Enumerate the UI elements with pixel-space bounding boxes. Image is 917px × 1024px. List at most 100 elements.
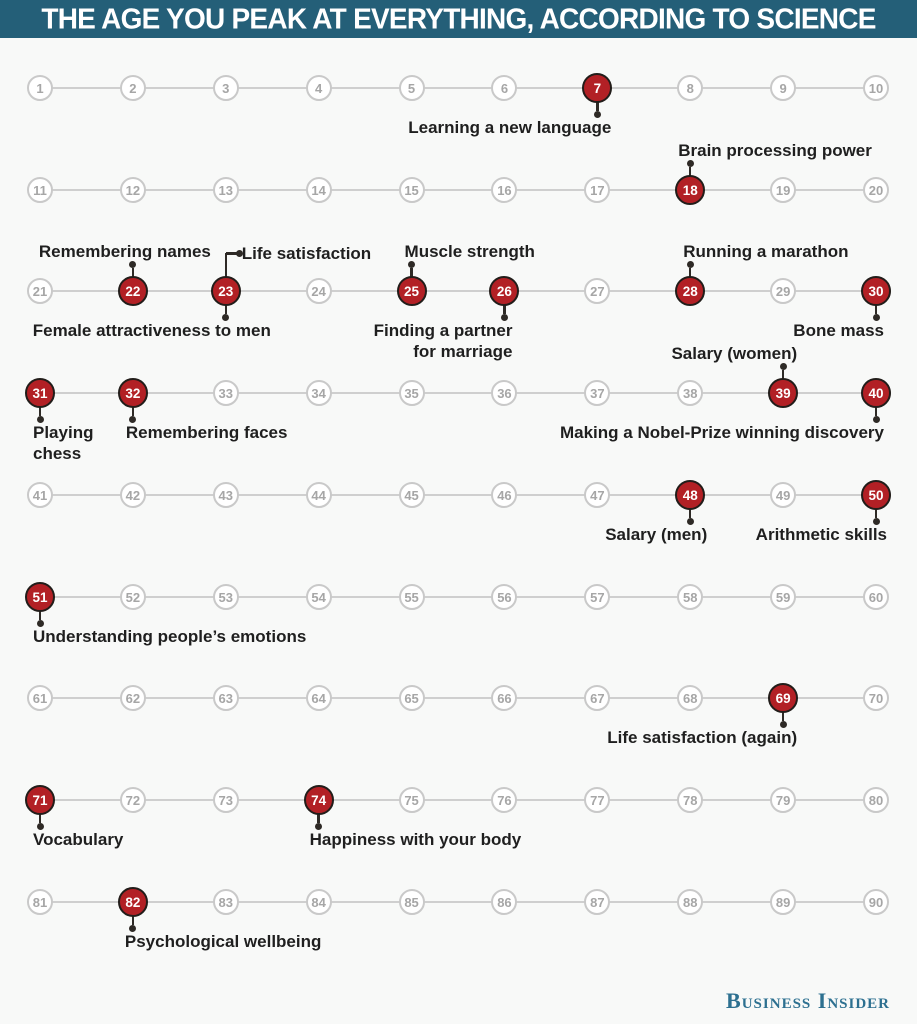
age-circle: 6 (491, 75, 518, 101)
connector-dot (686, 261, 694, 268)
age-circle: 4 (305, 75, 332, 101)
age-circle: 81 (27, 889, 53, 915)
connector-dot (36, 416, 44, 423)
connector-line (503, 304, 506, 314)
connector-dot (500, 314, 508, 321)
age-circle: 55 (398, 584, 425, 610)
age-circle: 13 (212, 177, 239, 203)
peak-label: Bone mass (793, 321, 884, 340)
peak-label: Female attractiveness to men (32, 321, 271, 340)
age-circle: 37 (584, 380, 611, 406)
peak-label: Playing chess (33, 423, 94, 463)
connector-line (38, 610, 42, 620)
connector-dot (872, 314, 880, 321)
connector-line (224, 253, 228, 278)
connector-line (874, 304, 878, 314)
peak-age-circle: 40 (861, 378, 891, 408)
connector-dot (593, 111, 601, 118)
connector-dot (686, 518, 694, 525)
peak-age-circle: 32 (117, 378, 148, 408)
age-circle: 33 (212, 380, 239, 406)
peak-age-circle: 18 (675, 175, 706, 205)
age-circle: 46 (491, 482, 518, 508)
connector-dot (36, 620, 44, 627)
age-circle: 60 (863, 584, 889, 610)
age-circle: 45 (398, 482, 425, 508)
peak-label: Brain processing power (678, 141, 872, 160)
age-circle: 1 (27, 75, 53, 101)
timeline-row-line (40, 697, 876, 699)
age-circle: 73 (212, 787, 239, 813)
connector-line (688, 508, 692, 518)
age-circle: 41 (27, 482, 53, 508)
connector-dot (686, 160, 694, 167)
connector-dot (779, 721, 787, 728)
connector-dot (222, 314, 230, 321)
connector-line (38, 813, 42, 823)
age-circle: 86 (491, 889, 518, 915)
age-circle: 14 (305, 177, 332, 203)
age-circle: 70 (863, 685, 889, 711)
age-circle: 53 (212, 584, 239, 610)
peak-age-circle: 74 (303, 785, 334, 815)
connector-dot (779, 363, 787, 370)
connector-dot (872, 518, 880, 525)
peak-label: Remembering faces (125, 423, 288, 442)
timeline-row-line (40, 392, 876, 394)
age-circle: 3 (212, 75, 239, 101)
peak-label: Running a marathon (683, 242, 849, 261)
age-circle: 68 (677, 685, 704, 711)
age-circle: 77 (584, 787, 611, 813)
age-circle: 80 (863, 787, 889, 813)
age-circle: 85 (398, 889, 425, 915)
age-circle: 52 (119, 584, 146, 610)
age-circle: 89 (770, 889, 797, 915)
age-circle: 54 (305, 584, 332, 610)
age-circle: 29 (770, 278, 797, 304)
age-circle: 38 (677, 380, 704, 406)
age-circle: 61 (27, 685, 53, 711)
age-circle: 64 (305, 685, 332, 711)
peak-label: Salary (women) (671, 344, 798, 363)
peak-label: Finding a partner for marriage (373, 321, 513, 361)
connector-line (317, 813, 320, 823)
peak-age-circle: 25 (396, 276, 427, 306)
timeline-row-line (40, 189, 876, 191)
age-circle: 11 (27, 177, 53, 203)
business-insider-logo: Business Insider (726, 988, 890, 1013)
age-circle: 44 (305, 482, 332, 508)
peak-age-circle: 48 (675, 480, 706, 510)
age-circle: 79 (770, 787, 797, 813)
age-circle: 20 (863, 177, 889, 203)
connector-line (781, 711, 785, 721)
peak-age-circle: 7 (582, 73, 613, 103)
age-circle: 19 (770, 177, 797, 203)
age-circle: 90 (863, 889, 889, 915)
age-circle: 47 (584, 482, 611, 508)
age-circle: 57 (584, 584, 611, 610)
age-circle: 24 (305, 278, 332, 304)
connector-dot (129, 261, 137, 268)
age-circle: 78 (677, 787, 704, 813)
age-circle: 10 (863, 75, 889, 101)
timeline-row-line (40, 494, 876, 496)
peak-age-circle: 31 (25, 378, 55, 408)
age-circle: 66 (491, 685, 518, 711)
age-circle: 21 (27, 278, 53, 304)
age-circle: 75 (398, 787, 425, 813)
timeline-row-line (40, 799, 876, 801)
peak-age-circle: 69 (768, 683, 799, 713)
peak-label: Remembering names (38, 242, 211, 261)
connector-line (688, 268, 692, 278)
peak-label: Happiness with your body (309, 830, 522, 849)
peak-label: Life satisfaction (241, 243, 372, 263)
age-circle: 9 (770, 75, 797, 101)
timeline-row-line (40, 290, 876, 292)
connector-line (38, 406, 42, 416)
peak-age-circle: 23 (210, 276, 241, 306)
age-circle: 62 (119, 685, 146, 711)
header-bar: THE AGE YOU PEAK AT EVERYTHING, ACCORDIN… (0, 0, 917, 38)
peak-age-circle: 71 (25, 785, 55, 815)
timeline-row-line (40, 901, 876, 903)
